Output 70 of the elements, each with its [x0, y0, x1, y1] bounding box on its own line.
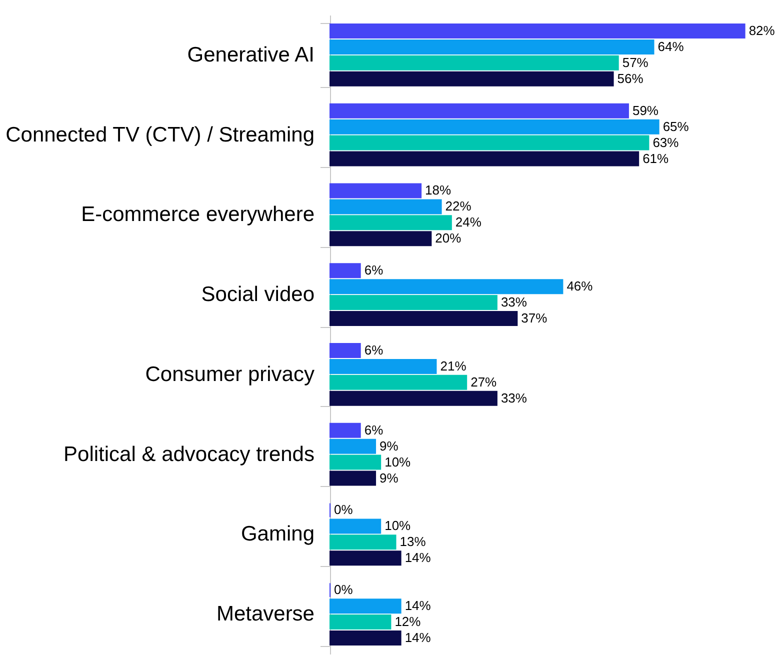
- bar: [330, 263, 361, 278]
- bar: [330, 215, 452, 230]
- bar: [330, 119, 660, 134]
- data-label: 6%: [364, 342, 384, 358]
- data-label: 14%: [404, 598, 432, 614]
- bar: [330, 422, 361, 438]
- bar: [330, 23, 746, 38]
- data-label: 6%: [364, 262, 384, 278]
- bar: [330, 454, 382, 470]
- bar: [330, 183, 422, 198]
- data-label: 10%: [384, 518, 412, 534]
- data-label: 12%: [394, 614, 422, 630]
- bar: [330, 295, 498, 310]
- data-label: 6%: [364, 422, 384, 438]
- data-label: 10%: [384, 454, 412, 470]
- bar: [330, 55, 619, 70]
- bar: [330, 103, 629, 118]
- data-label: 27%: [470, 374, 498, 390]
- data-label: 37%: [521, 310, 548, 326]
- data-label: 20%: [435, 230, 462, 246]
- bar: [330, 135, 650, 150]
- data-label: 64%: [658, 38, 684, 54]
- data-label: 33%: [500, 294, 528, 310]
- data-label: 0%: [334, 582, 354, 598]
- bar: [330, 630, 402, 646]
- data-label: 22%: [445, 198, 472, 214]
- bar: [330, 518, 382, 534]
- y-tick-label: Political & advocacy trends: [64, 442, 314, 466]
- bar: [330, 311, 518, 326]
- bar: [330, 151, 640, 166]
- data-label: 9%: [380, 470, 399, 486]
- y-tick-label: E-commerce everywhere: [81, 203, 314, 226]
- bar: [330, 71, 614, 86]
- data-label: 0%: [334, 502, 354, 518]
- bar: [330, 358, 437, 374]
- data-label: 65%: [662, 118, 690, 134]
- y-tick-label: Social video: [201, 283, 314, 306]
- y-tick-label: Consumer privacy: [145, 362, 315, 386]
- bar: [330, 279, 564, 294]
- bar: [330, 470, 376, 486]
- bar: [330, 534, 396, 550]
- bar: [330, 550, 402, 566]
- bar: [330, 598, 402, 614]
- data-label: 14%: [404, 550, 432, 566]
- bar: [330, 390, 498, 406]
- data-label: 46%: [566, 278, 594, 294]
- data-label: 13%: [400, 534, 426, 550]
- bar: [330, 39, 654, 54]
- data-label: 9%: [380, 438, 399, 454]
- bar: [330, 438, 376, 454]
- data-label: 63%: [652, 134, 680, 150]
- y-tick-label: Gaming: [240, 522, 314, 546]
- y-tick-label: Connected TV (CTV) / Streaming: [6, 123, 314, 146]
- bar: [330, 374, 468, 390]
- data-label: 57%: [622, 54, 649, 70]
- data-label: 33%: [500, 390, 528, 406]
- data-label: 56%: [617, 70, 644, 86]
- data-label: 24%: [455, 214, 482, 230]
- data-label: 59%: [632, 102, 659, 118]
- bar: [330, 614, 392, 630]
- data-label: 18%: [425, 182, 452, 198]
- data-label: 14%: [404, 630, 432, 646]
- bar: [330, 199, 442, 214]
- y-tick-label: Metaverse: [216, 602, 314, 626]
- y-tick-label: Generative AI: [187, 43, 314, 66]
- bar: [330, 231, 432, 246]
- data-label: 61%: [642, 150, 670, 166]
- bar: [330, 342, 361, 358]
- data-label: 21%: [440, 358, 467, 374]
- data-label: 82%: [748, 22, 776, 38]
